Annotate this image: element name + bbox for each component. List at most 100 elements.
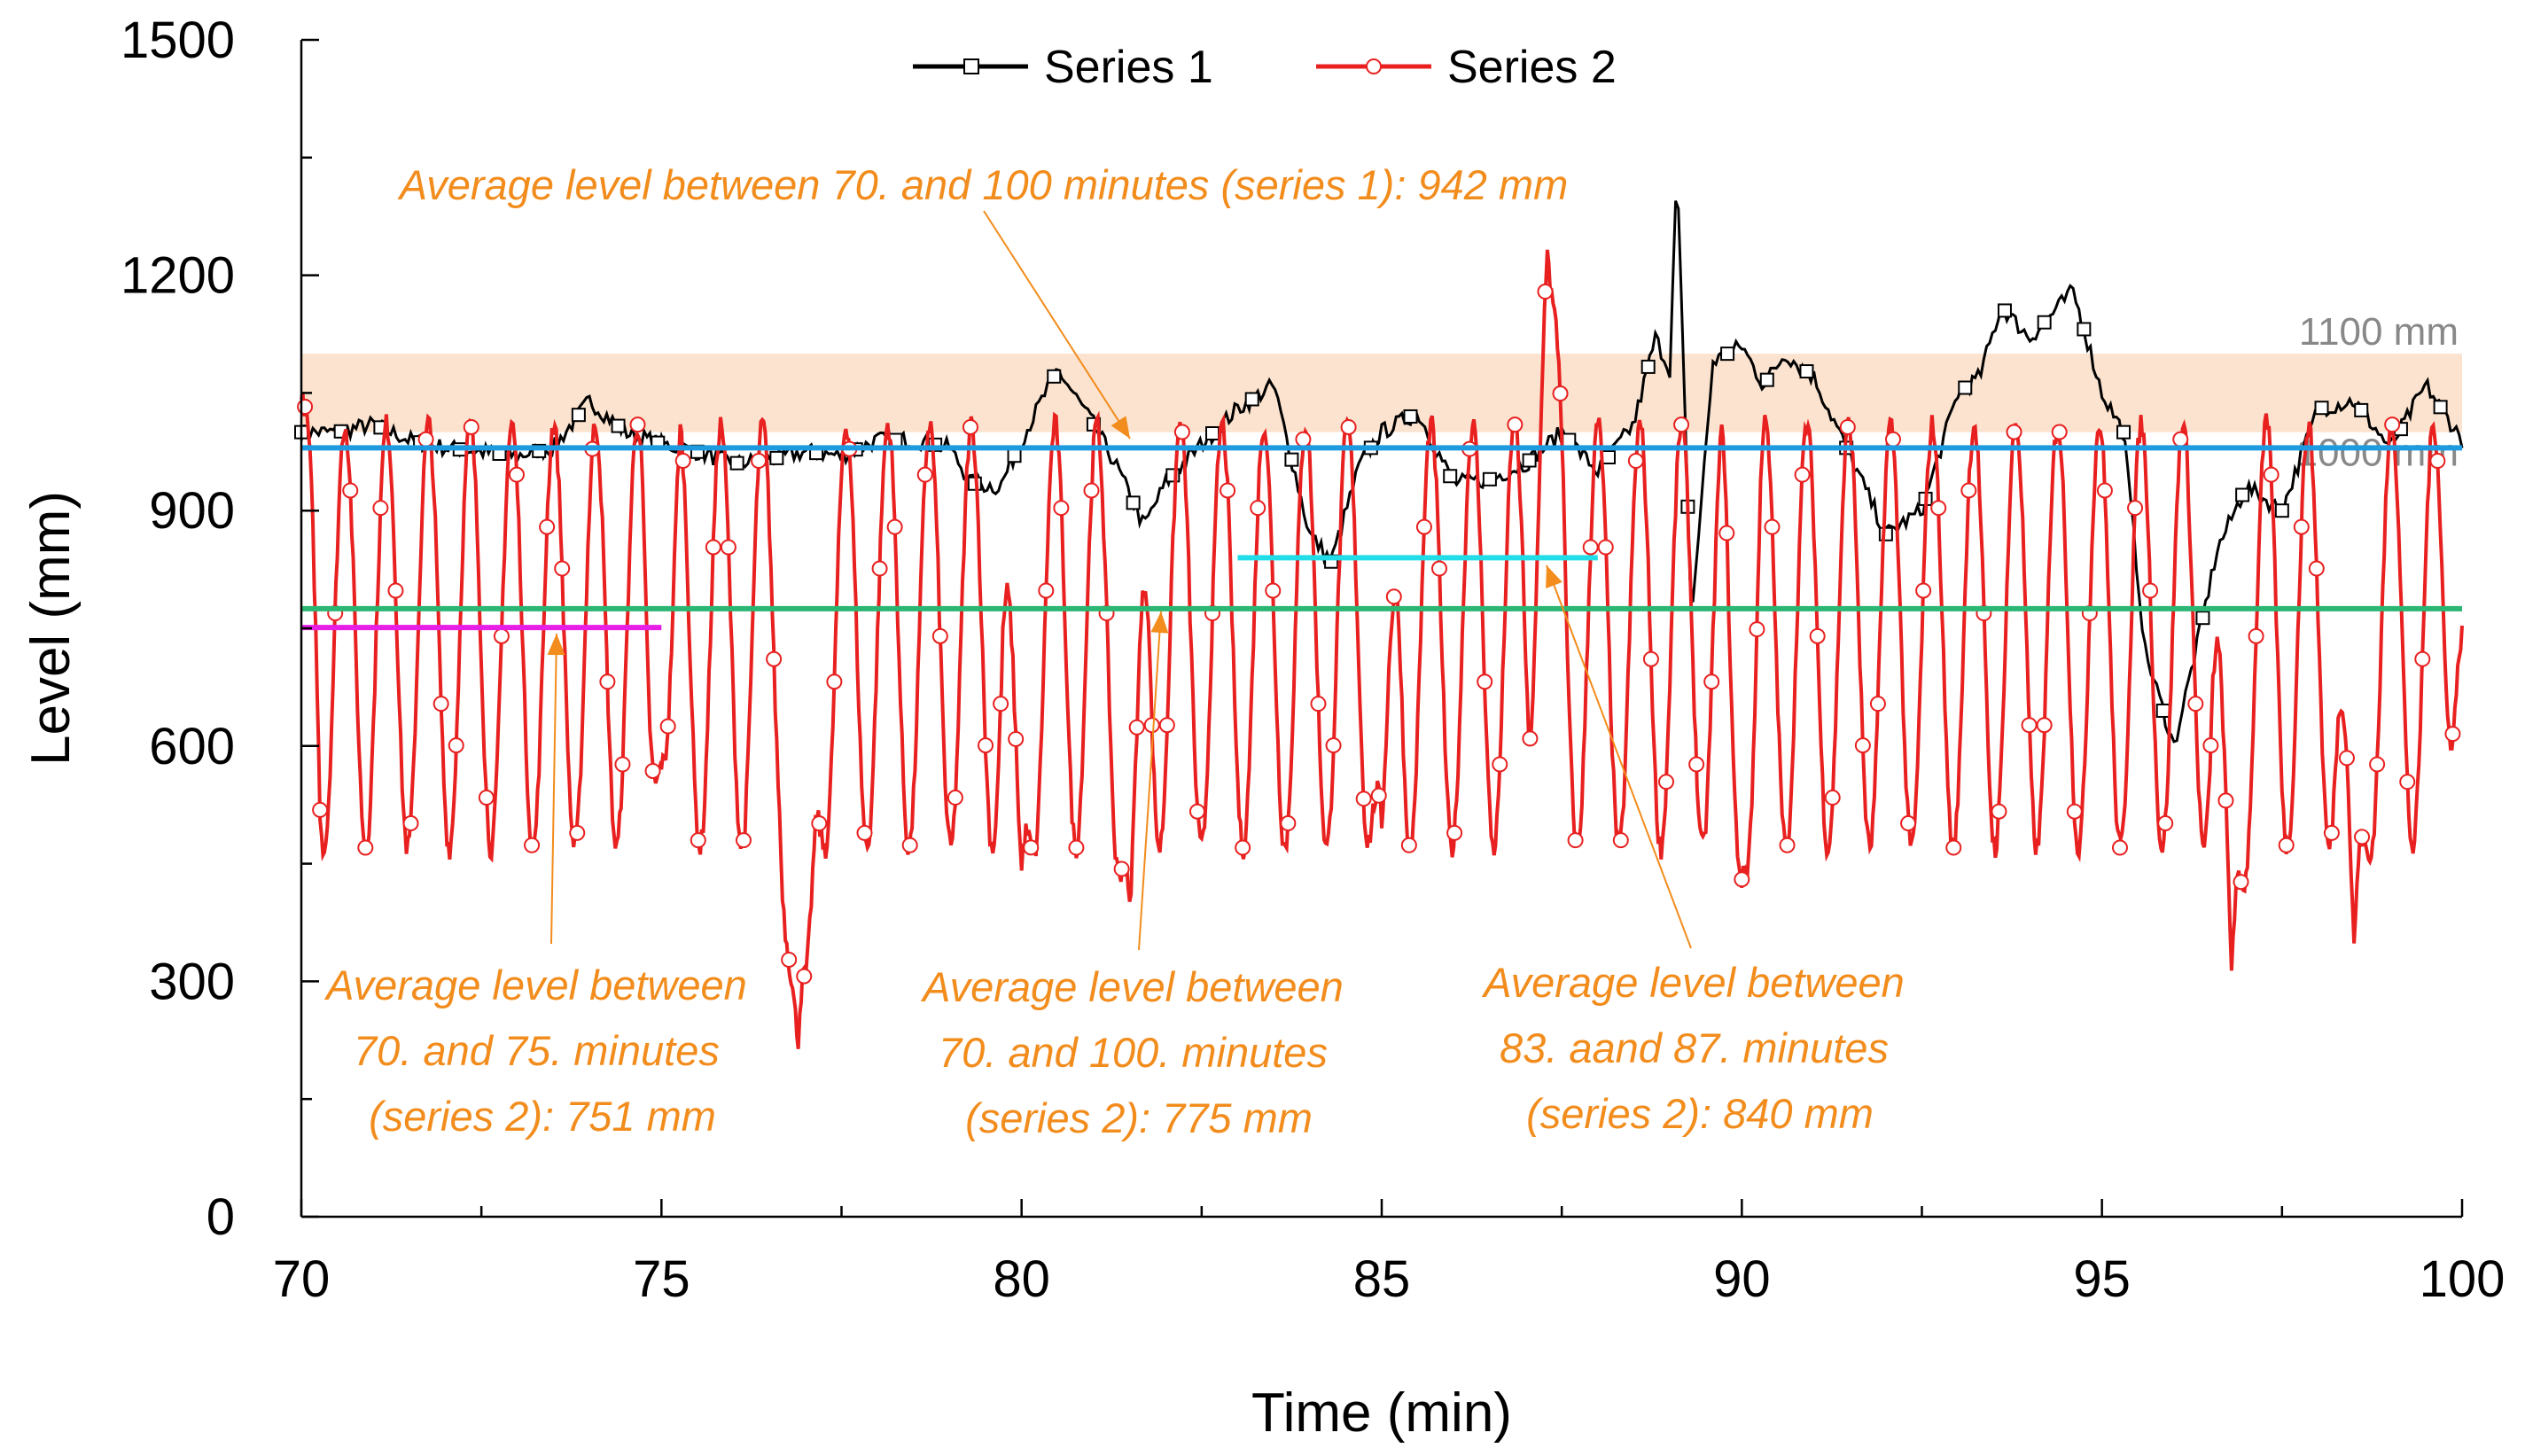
series2-point [1718,525,1735,541]
series2-point [659,718,676,735]
series1-point [769,450,784,465]
series2-point [705,539,721,556]
series2-point [433,696,449,712]
y-tick-label: 1500 [121,12,235,69]
series2-point [751,452,768,469]
annotation-70-100-line-1: Average level between [920,963,1344,1010]
series1-point [1997,303,2012,318]
series2-point [2399,774,2416,790]
series2-point [1582,539,1599,556]
series2-point [901,837,918,853]
series2-point [1235,839,1251,856]
series2-point [1385,588,1402,605]
series2-point [1340,418,1357,435]
series2-point [1945,839,1962,856]
series1-point [1403,409,1418,424]
x-tick-label: 95 [2073,1250,2131,1308]
series2-point [2278,837,2295,853]
series2-point [2369,756,2386,773]
series2-point [297,399,314,416]
series2-point [2384,417,2401,433]
series2-point [1008,730,1025,747]
x-ticks: 70 75 80 85 90 95 100 [273,1199,2506,1308]
series2-point [1507,417,1524,433]
series2-point [766,650,783,667]
series2-point [1673,417,1690,433]
series1-point [2433,400,2448,415]
series2-point [1900,815,1917,832]
series2-point [1884,431,1901,448]
series2-point [1567,832,1584,849]
series2-point [1824,790,1841,806]
series2-point [599,673,616,690]
series1-point [1244,392,1259,407]
series1-point [2077,322,2092,337]
y-tick-label: 300 [149,953,235,1010]
series1-point [1443,469,1458,484]
series2-point [826,673,843,690]
y-ticks: 0 300 600 900 1200 1500 [121,12,319,1246]
arrow-series2-83-87-shaft [1546,564,1692,949]
series1-point [1640,359,1656,374]
y-tick-label: 1200 [121,247,235,305]
series2-point [1431,560,1448,577]
series2-point [1703,673,1720,690]
series2-point [2172,431,2189,448]
series2-point [978,737,994,754]
annotation-70-75-line-2: 70. and 75. minutes [354,1027,720,1074]
legend-series2-marker [1366,58,1382,74]
series2-point [1597,539,1614,556]
arrow-series2-70-100-head [1150,611,1169,634]
series2-point [417,431,434,448]
series2-point [674,453,691,470]
series2-point [735,832,752,849]
series2-point [2187,696,2204,712]
y-tick-label: 600 [149,718,235,775]
target-band-1000-1100 [301,354,2462,432]
series2-point [2429,453,2446,470]
series2-point [1188,803,1205,820]
series2-point [962,418,978,435]
y-tick-label: 900 [149,482,235,540]
series1-point [1562,432,1577,448]
series2-point [1552,385,1569,402]
series1-point [2354,402,2369,417]
series2-point [811,815,828,832]
annotation-70-75-line-1: Average level between [323,962,747,1008]
series2-point [1265,582,1282,599]
series2-point [1355,790,1372,807]
annotation-83-87-line-1: Average level between [1481,959,1905,1006]
series2-point [1113,860,1130,877]
x-tick-label: 100 [2420,1250,2506,1308]
legend-series2-label: Series 2 [1447,42,1617,93]
series2-point [947,790,963,806]
series2-point [448,737,464,754]
series1-point [1601,449,1616,464]
series2-point [2248,627,2264,644]
annotation-arrows [547,210,1692,951]
series2-point [312,801,329,818]
annotation-70-100-line-3: (series 2): 775 mm [965,1094,1313,1141]
series1-point [2314,401,2329,416]
series2-point [1143,717,1160,734]
arrow-series2-70-75-head [547,634,565,656]
series2-point [357,839,374,856]
legend-series1-label: Series 1 [1044,42,1213,93]
series2-point [1400,837,1417,853]
series2-point [1370,787,1387,804]
series1-point [2235,487,2250,502]
series2-point [1415,518,1432,535]
series2-point [342,482,359,499]
series2-point [1627,452,1644,469]
series2-point [2293,518,2310,535]
x-axis-title: Time (min) [1251,1382,1512,1444]
x-tick-label: 75 [633,1250,690,1308]
series2-point [1325,737,1342,754]
series2-point [1053,500,1070,517]
series2-point [1023,839,1040,856]
series1-point [1047,369,1062,384]
series2-point [2111,839,2128,856]
series2-point [2414,650,2431,667]
series2-point [2006,424,2022,440]
